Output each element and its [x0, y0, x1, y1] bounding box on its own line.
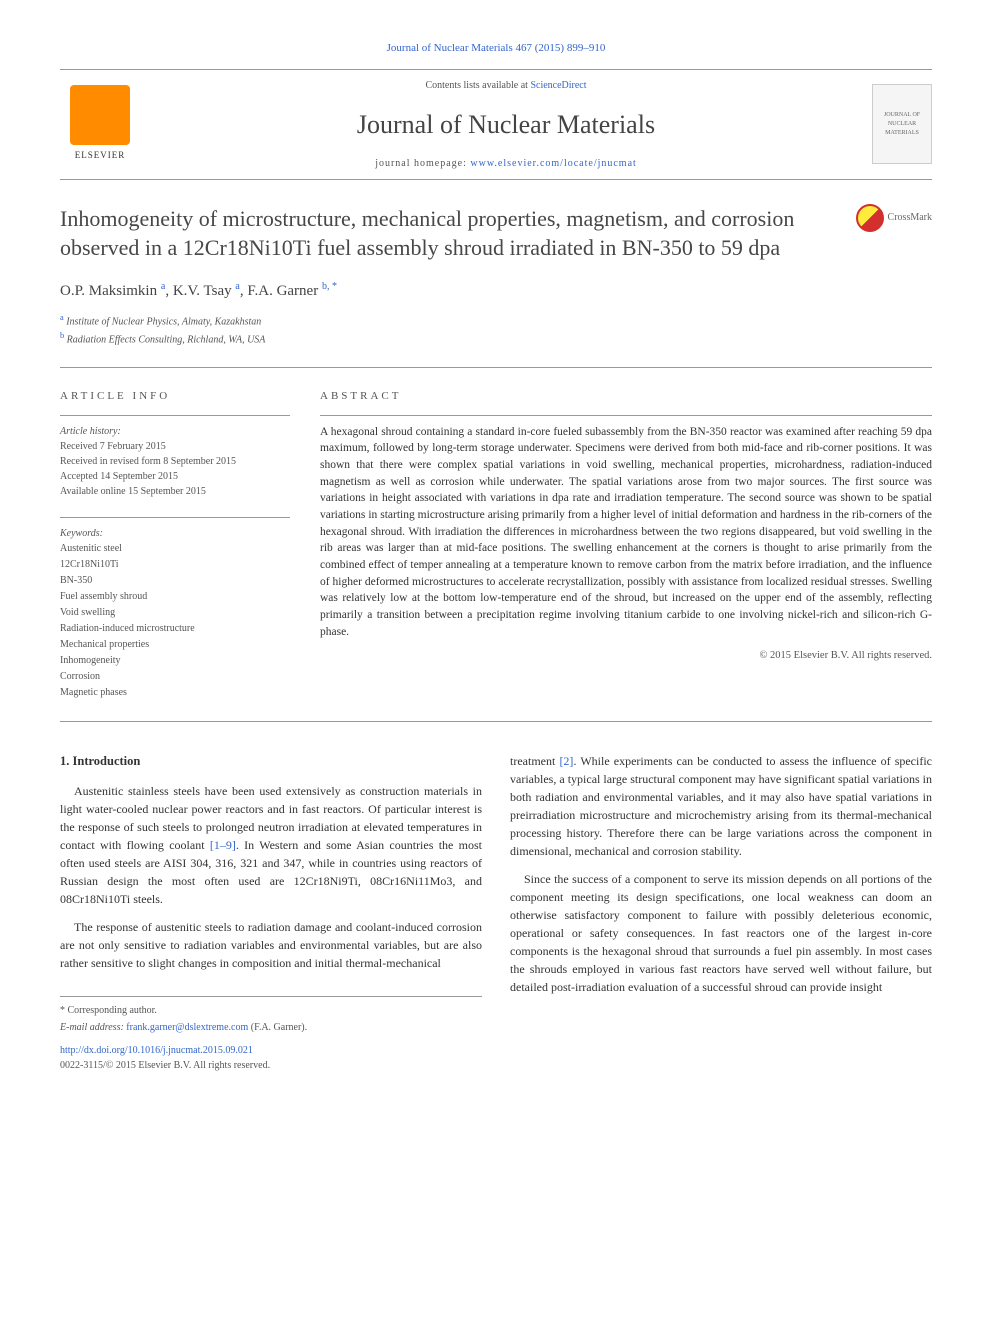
contents-prefix: Contents lists available at: [425, 80, 530, 91]
keyword-item: Corrosion: [60, 669, 290, 684]
keyword-item: Mechanical properties: [60, 637, 290, 652]
title-row: Inhomogeneity of microstructure, mechani…: [60, 204, 932, 263]
footer-block: * Corresponding author. E-mail address: …: [60, 996, 482, 1073]
body-p3: treatment [2]. While experiments can be …: [510, 752, 932, 860]
cover-text: JOURNAL OF NUCLEAR MATERIALS: [875, 111, 929, 138]
affiliation-a-text: Institute of Nuclear Physics, Almaty, Ka…: [66, 317, 261, 328]
keyword-item: 12Cr18Ni10Ti: [60, 557, 290, 572]
keyword-item: BN-350: [60, 573, 290, 588]
keyword-item: Radiation-induced microstructure: [60, 621, 290, 636]
corresponding-author-note: * Corresponding author.: [60, 1003, 482, 1018]
keywords-block: Keywords: Austenitic steel12Cr18Ni10TiBN…: [60, 517, 290, 700]
citation-2[interactable]: [2]: [559, 754, 573, 768]
authors-line: O.P. Maksimkin a, K.V. Tsay a, F.A. Garn…: [60, 279, 932, 303]
crossmark-icon: [856, 204, 884, 232]
accepted-line: Accepted 14 September 2015: [60, 469, 290, 484]
journal-homepage-line: journal homepage: www.elsevier.com/locat…: [140, 156, 872, 171]
keyword-item: Void swelling: [60, 605, 290, 620]
elsevier-wordmark: ELSEVIER: [75, 149, 126, 163]
abstract-heading: ABSTRACT: [320, 388, 932, 405]
citation-1-9[interactable]: [1–9]: [210, 838, 236, 852]
affiliations-block: a Institute of Nuclear Physics, Almaty, …: [60, 312, 932, 347]
article-info-column: ARTICLE INFO Article history: Received 7…: [60, 388, 290, 701]
info-abstract-row: ARTICLE INFO Article history: Received 7…: [60, 388, 932, 701]
keywords-list: Austenitic steel12Cr18Ni10TiBN-350Fuel a…: [60, 541, 290, 700]
divider-top: [60, 367, 932, 368]
abstract-copyright: © 2015 Elsevier B.V. All rights reserved…: [320, 648, 932, 664]
body-p1: Austenitic stainless steels have been us…: [60, 782, 482, 908]
homepage-link[interactable]: www.elsevier.com/locate/jnucmat: [470, 158, 636, 169]
article-info-heading: ARTICLE INFO: [60, 388, 290, 405]
affiliation-b: b Radiation Effects Consulting, Richland…: [60, 330, 932, 347]
doi-link[interactable]: http://dx.doi.org/10.1016/j.jnucmat.2015…: [60, 1043, 482, 1058]
keyword-item: Inhomogeneity: [60, 653, 290, 668]
divider-bottom: [60, 721, 932, 722]
affiliation-b-text: Radiation Effects Consulting, Richland, …: [67, 334, 266, 345]
elsevier-tree-icon: [70, 85, 130, 145]
journal-cover-thumbnail[interactable]: JOURNAL OF NUCLEAR MATERIALS: [872, 84, 932, 164]
revised-line: Received in revised form 8 September 201…: [60, 454, 290, 469]
abstract-text: A hexagonal shroud containing a standard…: [320, 415, 932, 641]
sciencedirect-link[interactable]: ScienceDirect: [530, 80, 586, 91]
history-label: Article history:: [60, 426, 121, 437]
affiliation-a: a Institute of Nuclear Physics, Almaty, …: [60, 312, 932, 329]
email-link[interactable]: frank.garner@dslextreme.com: [126, 1022, 248, 1033]
body-p3b: . While experiments can be conducted to …: [510, 754, 932, 858]
crossmark-badge[interactable]: CrossMark: [856, 204, 932, 232]
body-p3a: treatment: [510, 754, 559, 768]
keyword-item: Austenitic steel: [60, 541, 290, 556]
journal-header: ELSEVIER Contents lists available at Sci…: [60, 69, 932, 180]
homepage-prefix: journal homepage:: [375, 158, 470, 169]
abstract-column: ABSTRACT A hexagonal shroud containing a…: [320, 388, 932, 701]
body-p4: Since the success of a component to serv…: [510, 870, 932, 996]
journal-citation-link[interactable]: Journal of Nuclear Materials 467 (2015) …: [60, 40, 932, 57]
received-line: Received 7 February 2015: [60, 439, 290, 454]
email-line: E-mail address: frank.garner@dslextreme.…: [60, 1020, 482, 1035]
elsevier-logo[interactable]: ELSEVIER: [60, 79, 140, 169]
contents-line: Contents lists available at ScienceDirec…: [140, 78, 872, 93]
online-line: Available online 15 September 2015: [60, 484, 290, 499]
body-p2: The response of austenitic steels to rad…: [60, 918, 482, 972]
body-right-column: treatment [2]. While experiments can be …: [510, 752, 932, 1074]
keywords-label: Keywords:: [60, 528, 103, 539]
email-label: E-mail address:: [60, 1022, 126, 1033]
crossmark-label: CrossMark: [888, 210, 932, 225]
issn-line: 0022-3115/© 2015 Elsevier B.V. All right…: [60, 1058, 482, 1073]
keyword-item: Magnetic phases: [60, 685, 290, 700]
email-suffix: (F.A. Garner).: [248, 1022, 307, 1033]
keyword-item: Fuel assembly shroud: [60, 589, 290, 604]
article-history-block: Article history: Received 7 February 201…: [60, 415, 290, 499]
article-title: Inhomogeneity of microstructure, mechani…: [60, 204, 856, 263]
body-columns: 1. Introduction Austenitic stainless ste…: [60, 752, 932, 1074]
header-center: Contents lists available at ScienceDirec…: [140, 78, 872, 171]
journal-name: Journal of Nuclear Materials: [140, 105, 872, 144]
section-1-heading: 1. Introduction: [60, 752, 482, 771]
body-left-column: 1. Introduction Austenitic stainless ste…: [60, 752, 482, 1074]
